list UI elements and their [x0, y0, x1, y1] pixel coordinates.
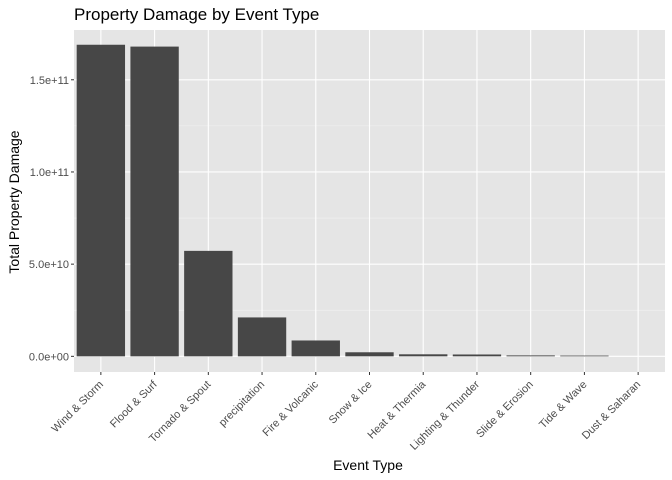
chart-title: Property Damage by Event Type [74, 5, 319, 24]
x-tick-label: Slide & Erosion [474, 379, 536, 441]
bar [184, 250, 233, 357]
x-tick-label: precipitation [217, 379, 267, 429]
bar [291, 340, 340, 357]
x-tick-label: Wind & Storm [50, 379, 106, 435]
bar [452, 354, 502, 357]
x-axis-title: Event Type [333, 457, 403, 473]
y-tick-label: 0.0e+00 [29, 351, 69, 363]
bar [76, 44, 126, 357]
x-tick-label: Fire & Volcanic [261, 378, 322, 439]
y-axis-title: Total Property Damage [6, 130, 22, 273]
bar [345, 352, 394, 357]
bars [76, 44, 609, 357]
x-tick-label: Tide & Wave [537, 379, 589, 431]
bar [399, 354, 448, 357]
bar [560, 355, 609, 357]
x-tick-label: Flood & Surf [108, 378, 160, 430]
bar [506, 355, 555, 357]
y-tick-label: 1.0e+11 [30, 167, 69, 179]
bar [237, 317, 287, 357]
y-tick-label: 1.5e+11 [30, 75, 69, 87]
bar [130, 46, 179, 357]
y-axis: 0.0e+00 5.0e+10 1.0e+11 1.5e+11 [29, 75, 74, 363]
x-tick-label: Dust & Saharan [580, 379, 643, 442]
x-tick-label: Snow & Ice [327, 379, 375, 427]
y-tick-label: 5.0e+10 [29, 259, 69, 271]
